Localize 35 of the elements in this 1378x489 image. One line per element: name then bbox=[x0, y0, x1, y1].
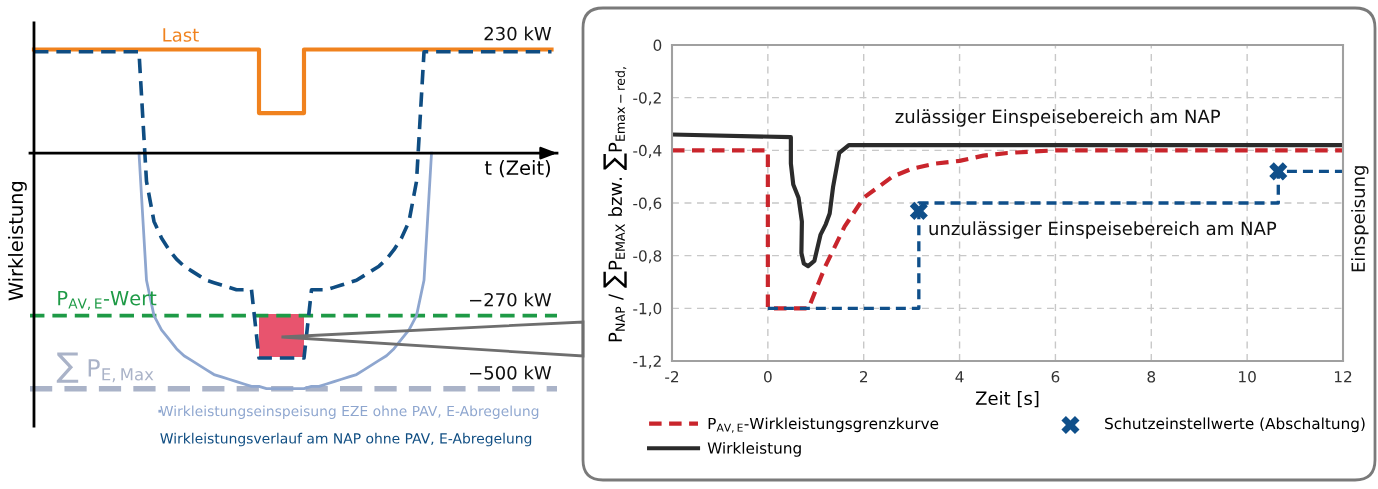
line-series bbox=[672, 132, 1343, 269]
annotation: zulässiger Einspeisebereich am NAP bbox=[895, 109, 1221, 127]
x-axis-title: t (Zeit) bbox=[484, 160, 550, 178]
y-tick-label: 0 bbox=[653, 39, 662, 52]
y-tick-label: -0,2 bbox=[633, 92, 661, 106]
x-tick-label: 4 bbox=[955, 371, 964, 383]
ref-line-label: ∑ P$_{E,Max}$ bbox=[56, 352, 154, 383]
annotation: unzulässiger Einspeisebereich am NAP bbox=[929, 221, 1277, 239]
line-series bbox=[672, 148, 1343, 311]
series-label: Last bbox=[163, 28, 199, 42]
text: Wirkleistungsverlauf am NAP ohne PAV, E-Abregelung bbox=[160, 432, 532, 447]
legend-label: Wirkleistung bbox=[707, 442, 801, 457]
x-tick-label: 8 bbox=[1147, 370, 1156, 383]
x-tick-label: 2 bbox=[859, 370, 868, 383]
annotation: 230 kW bbox=[484, 26, 552, 41]
ref-line-label: P$_{AV,E}$-Wert bbox=[58, 291, 157, 310]
legend-label: Schutzeinstellwerte (Abschaltung) bbox=[1105, 417, 1365, 433]
legend-label: P$_{AV,E}$-Wirkleistungsgrenzkurve bbox=[708, 417, 939, 433]
annotation: −500 kW bbox=[470, 365, 552, 380]
x-tick-label: -2 bbox=[665, 370, 679, 383]
y-tick-label: -1,0 bbox=[633, 302, 662, 316]
x-axis-title: Zeit [s] bbox=[975, 391, 1039, 408]
y-tick-label: -1,2 bbox=[633, 355, 661, 369]
y-tick-label: -0,4 bbox=[633, 144, 662, 158]
x-tick-label: 0 bbox=[764, 370, 772, 383]
y-tick-label: -0,8 bbox=[633, 250, 662, 264]
annotation: −270 kW bbox=[470, 292, 552, 307]
text: Einspeisung bbox=[1351, 166, 1369, 272]
y-axis-title: Wirkleistung bbox=[8, 181, 27, 301]
legend-label: Wirkleistungseinspeisung EZE ohne PAV, E-Abregelung bbox=[160, 405, 539, 419]
x-tick-label: 12 bbox=[1334, 370, 1352, 383]
x-tick-label: 10 bbox=[1239, 370, 1256, 383]
y-tick-label: -0,6 bbox=[633, 197, 662, 211]
y-axis-title: P$_{NAP}$ / ∑P$_{EMAX}$ bzw. ∑P$_{Emax−red,}$ bbox=[603, 67, 627, 342]
x-tick-label: 6 bbox=[1051, 370, 1060, 383]
